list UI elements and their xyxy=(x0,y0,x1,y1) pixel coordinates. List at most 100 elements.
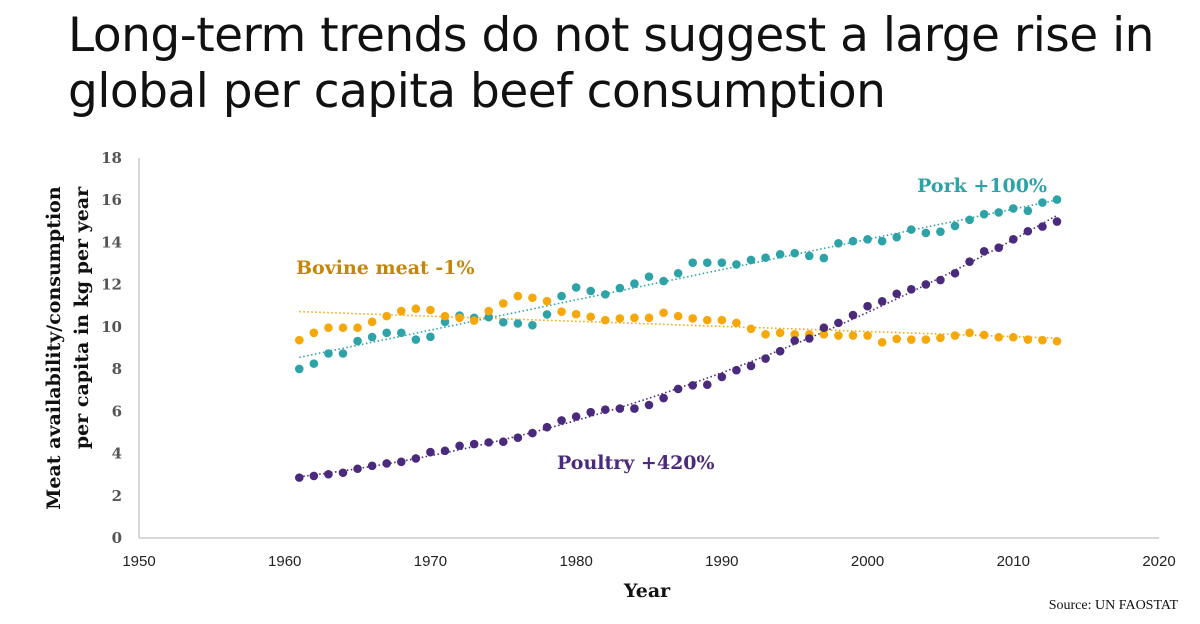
poultry-point xyxy=(455,441,464,451)
x-tick-label: 1990 xyxy=(705,553,738,570)
bovine-meat-point xyxy=(790,329,800,339)
y-tick-label: 12 xyxy=(101,276,122,294)
pork-point xyxy=(892,232,902,242)
y-tick-label: 10 xyxy=(101,318,122,336)
bovine-meat-point xyxy=(513,291,523,301)
pork-annotation: Pork +100% xyxy=(917,175,1047,197)
bovine-meat-point xyxy=(498,299,508,308)
pork-point xyxy=(557,291,566,301)
bovine-meat-point xyxy=(294,335,304,345)
poultry-point xyxy=(979,247,989,256)
poultry-point xyxy=(484,438,494,447)
pork-point xyxy=(906,225,916,234)
poultry-point xyxy=(877,297,887,306)
bovine-meat-point xyxy=(659,308,668,318)
y-tick-label: 4 xyxy=(112,445,122,463)
bovine-meat-point xyxy=(1023,335,1033,344)
pork-point xyxy=(979,209,989,219)
bovine-meat-point xyxy=(979,330,989,340)
poultry-point xyxy=(644,400,654,410)
pork-point xyxy=(732,260,741,269)
bovine-meat-point xyxy=(1052,336,1062,346)
poultry-point xyxy=(586,407,596,417)
poultry-point xyxy=(906,285,916,294)
poultry-point xyxy=(994,243,1004,253)
poultry-point xyxy=(353,464,362,474)
bovine-meat-point xyxy=(455,313,464,323)
pork-point xyxy=(382,328,392,338)
pork-trendline xyxy=(299,199,1058,359)
pork-point xyxy=(688,258,698,268)
poultry-point xyxy=(702,380,712,390)
poultry-point xyxy=(673,384,683,394)
pork-point xyxy=(950,221,960,231)
pork-point xyxy=(644,272,654,281)
pork-point xyxy=(790,248,800,258)
bovine-meat-point xyxy=(950,331,960,340)
bovine-meat-point xyxy=(746,324,756,334)
pork-point xyxy=(513,319,523,328)
poultry-point xyxy=(688,381,698,390)
data-points xyxy=(294,195,1062,482)
poultry-annotation: Poultry +420% xyxy=(557,452,715,474)
pork-point xyxy=(965,215,974,225)
bovine-meat-point xyxy=(324,323,333,333)
poultry-point xyxy=(309,471,319,481)
bovine-meat-point xyxy=(775,328,785,338)
bovine-meat-point xyxy=(426,305,435,315)
bovine-meat-point xyxy=(469,316,479,325)
bovine-meat-point xyxy=(892,334,902,344)
x-tick-label: 1960 xyxy=(268,553,301,570)
bovine-meat-point xyxy=(382,311,392,321)
y-tick-label: 18 xyxy=(101,149,122,167)
poultry-point xyxy=(1008,234,1018,244)
x-tick-label: 1980 xyxy=(559,553,592,570)
pork-point xyxy=(630,279,639,288)
poultry-point xyxy=(630,404,639,413)
y-tick-label: 8 xyxy=(112,360,122,378)
slide-title: Long-term trends do not suggest a large … xyxy=(68,8,1154,119)
x-axis-label: Year xyxy=(623,580,671,602)
poultry-point xyxy=(324,469,333,479)
poultry-point xyxy=(834,318,843,328)
x-tick-label: 2010 xyxy=(997,553,1030,570)
bovine-meat-point xyxy=(557,307,566,316)
bovine-meat-point xyxy=(571,309,581,319)
bovine-meat-point xyxy=(600,315,610,325)
poultry-point xyxy=(790,336,800,345)
trendlines xyxy=(299,199,1058,478)
bovine-meat-point xyxy=(702,315,712,325)
pork-point xyxy=(338,349,348,358)
pork-point xyxy=(1008,204,1018,213)
poultry-point xyxy=(819,323,829,333)
poultry-point xyxy=(950,268,960,278)
pork-point xyxy=(804,251,814,261)
poultry-point xyxy=(600,405,610,414)
pork-point xyxy=(994,208,1004,217)
pork-point xyxy=(1038,198,1047,207)
pork-point xyxy=(1052,195,1062,204)
y-tick-label: 2 xyxy=(112,487,122,505)
pork-point xyxy=(775,249,785,259)
bovine-meat-point xyxy=(630,313,639,323)
bovine-meat-point xyxy=(528,293,537,303)
pork-point xyxy=(848,236,858,246)
bovine-meat-point xyxy=(732,318,741,328)
bovine-annotation: Bovine meat -1% xyxy=(296,257,475,279)
bovine-meat-point xyxy=(877,338,887,347)
bovine-meat-point xyxy=(761,329,770,339)
pork-point xyxy=(309,359,319,368)
poultry-point xyxy=(557,416,566,425)
poultry-point xyxy=(513,433,523,443)
pork-point xyxy=(877,236,887,246)
pork-point xyxy=(834,238,843,248)
pork-point xyxy=(921,228,931,238)
poultry-point xyxy=(528,428,537,438)
pork-point xyxy=(396,328,406,338)
pork-point xyxy=(294,364,304,374)
poultry-point xyxy=(338,468,348,478)
poultry-point xyxy=(717,372,727,382)
y-axis-label-line1: Meat availability/consumption xyxy=(43,186,65,510)
poultry-point xyxy=(775,346,785,356)
poultry-point xyxy=(659,393,668,403)
